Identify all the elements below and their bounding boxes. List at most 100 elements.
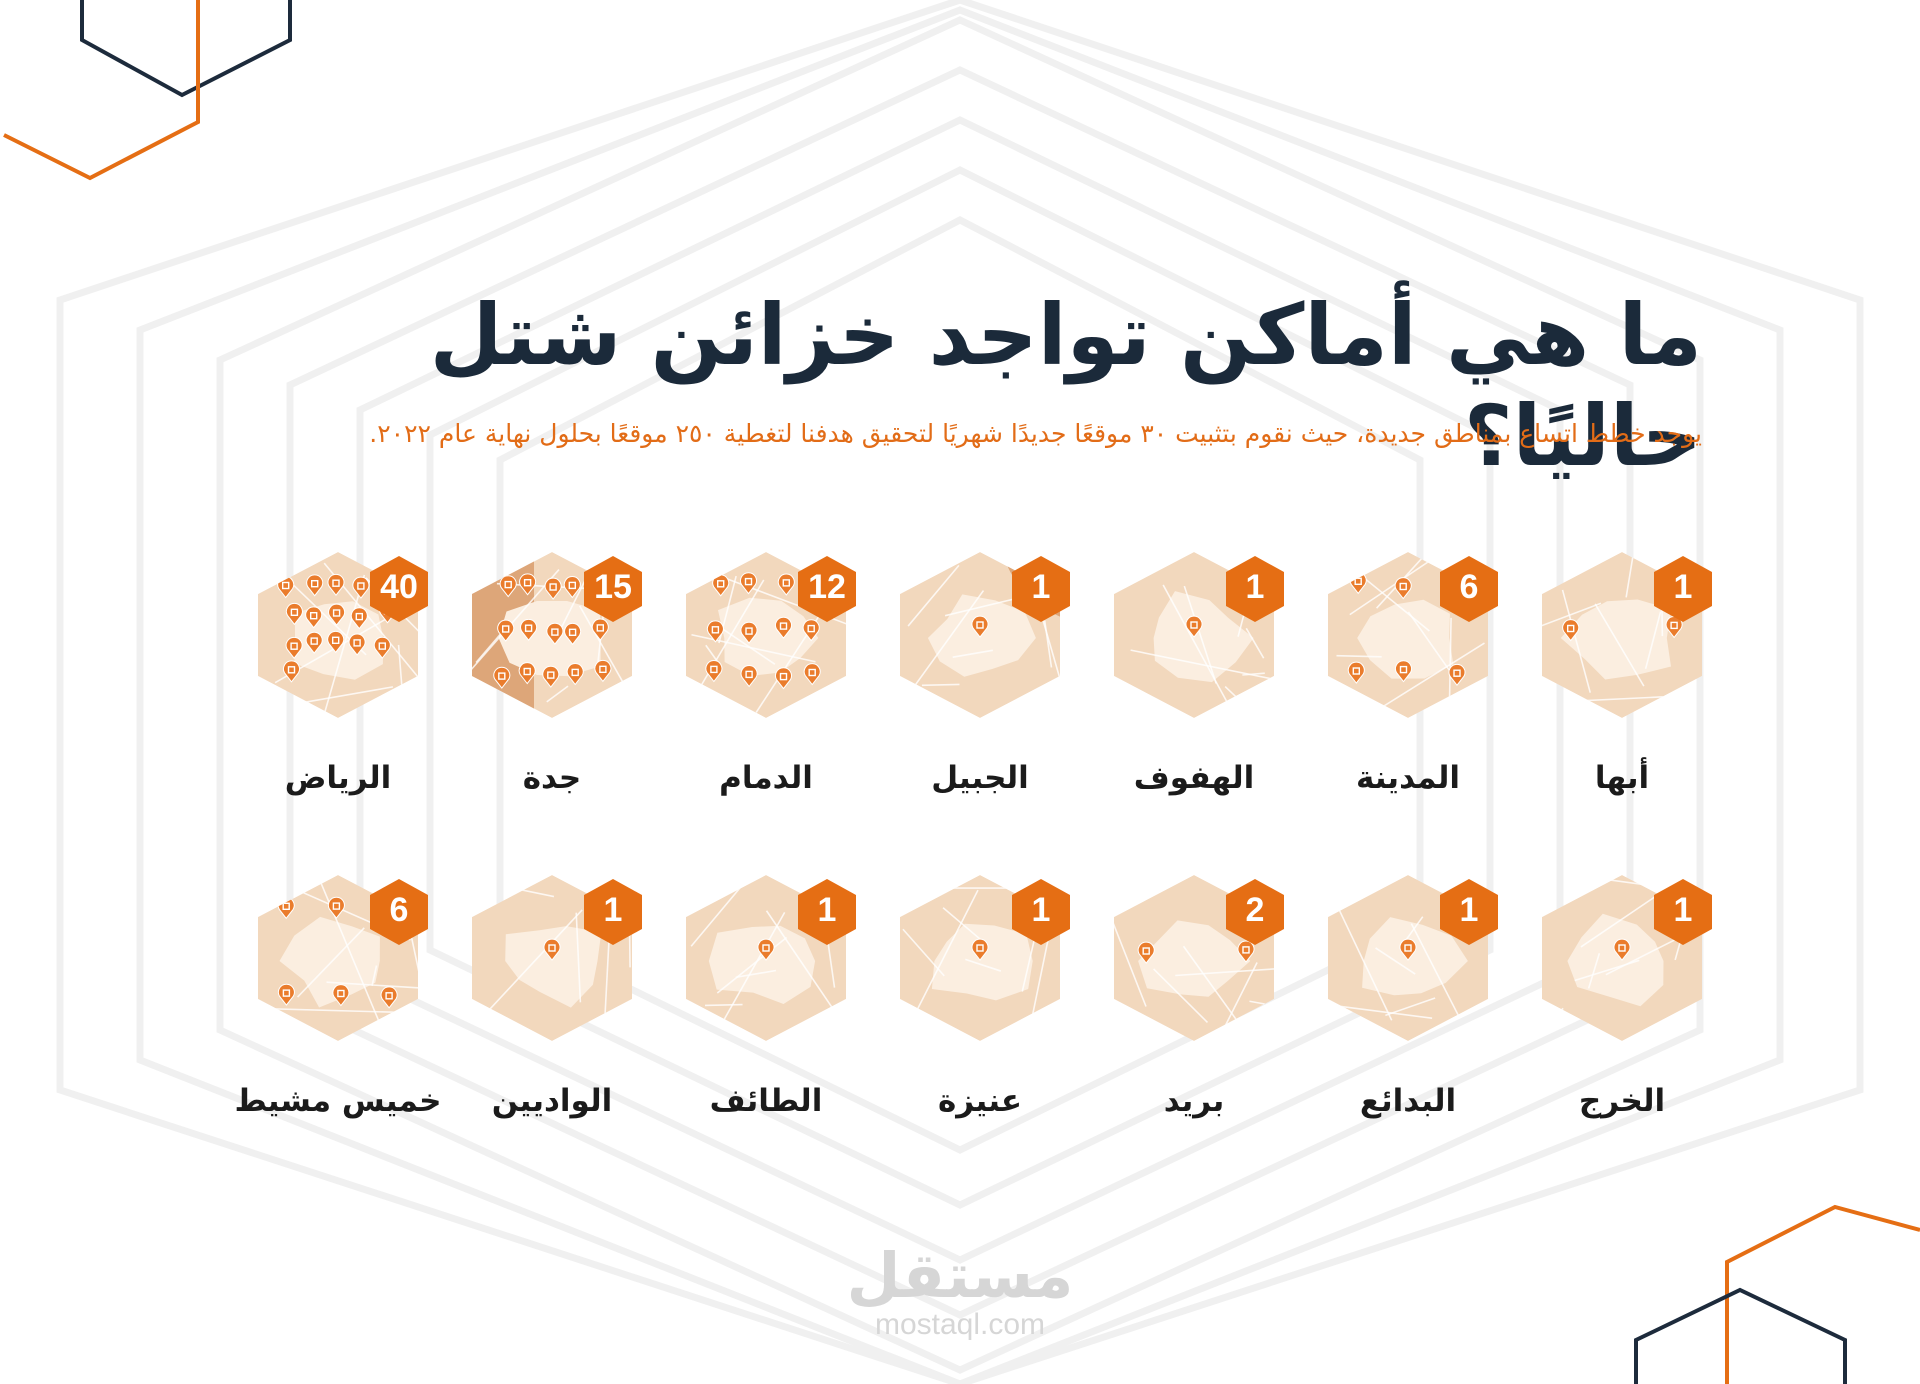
location-pin-icon (493, 666, 511, 689)
location-pin-icon (971, 615, 989, 638)
count-value: 12 (808, 568, 846, 606)
corner-hexagon-top-left (3, 0, 292, 181)
city-name: أبها (1594, 760, 1650, 796)
city-card-riyadh: 40 الرياض (250, 550, 428, 796)
count-badge (1440, 879, 1498, 945)
location-pin-icon (1613, 938, 1631, 961)
watermark-arabic: مستقل (846, 1239, 1074, 1312)
city-name: الجبيل (931, 760, 1029, 796)
location-pin-icon (305, 631, 323, 654)
location-pin-icon (706, 620, 724, 643)
location-pin-icon (327, 573, 345, 597)
city-name: بريد (1163, 1083, 1225, 1119)
count-value: 2 (1245, 891, 1265, 929)
location-pin-icon (518, 662, 536, 685)
location-pin-icon (1448, 663, 1466, 687)
count-value: 1 (1673, 891, 1693, 929)
location-pin-icon (1237, 940, 1255, 963)
location-pin-icon (332, 984, 350, 1007)
count-badge (798, 879, 856, 945)
city-card-khamis-mushait: 6 خميس مشيط (235, 873, 441, 1119)
location-pin-icon (777, 573, 795, 596)
city-card-kharj: 1 الخرج (1534, 873, 1712, 1119)
location-pin-icon (285, 603, 303, 626)
count-value: 1 (1031, 568, 1051, 606)
location-pin-icon (1185, 615, 1203, 638)
city-card-jubail: 1 الجبيل (892, 550, 1070, 796)
location-pin-icon (740, 665, 758, 688)
count-badge (370, 556, 428, 622)
city-name: الخرج (1578, 1083, 1666, 1119)
city-name: الواديين (491, 1083, 613, 1119)
city-name: الطائف (709, 1083, 823, 1119)
location-pin-icon (775, 667, 792, 690)
count-value: 1 (603, 891, 623, 929)
count-value: 1 (1459, 891, 1479, 929)
city-card-jeddah: 15 جدة (464, 550, 642, 796)
count-value: 40 (380, 568, 418, 606)
city-name: المدينة (1355, 760, 1461, 796)
location-pin-icon (1562, 619, 1580, 642)
count-value: 1 (817, 891, 837, 929)
city-name: الدمام (719, 760, 813, 796)
location-pin-icon (1347, 661, 1365, 684)
count-badge (1226, 879, 1284, 945)
count-value: 1 (1673, 568, 1693, 606)
location-pin-icon (802, 619, 820, 642)
location-pin-icon (757, 938, 775, 961)
city-card-madinah: 6 المدينة (1320, 550, 1498, 796)
location-pin-icon (305, 606, 323, 629)
city-name: عنيزة (937, 1083, 1023, 1119)
city-card-taif: 1 الطائف (678, 873, 856, 1119)
location-pin-icon (380, 986, 398, 1009)
count-value: 6 (389, 891, 409, 929)
location-pin-icon (740, 572, 757, 595)
count-badge (584, 556, 642, 622)
city-card-wadiyain: 1 الواديين (464, 873, 642, 1119)
city-card-badaea: 1 البدائع (1320, 873, 1498, 1119)
corner-hexagon-bottom-right (1634, 1204, 1920, 1384)
page-title: ما هي أماكن تواجد خزائن شتل حاليًا؟ (429, 286, 1702, 485)
city-name: الرياض (284, 760, 392, 796)
location-pin-icon (543, 938, 561, 961)
location-pin-icon (563, 576, 581, 599)
location-pin-icon (348, 633, 366, 656)
watermark-latin: mostaql.com (874, 1308, 1046, 1341)
location-pin-icon (542, 665, 560, 688)
location-pin-icon (564, 623, 582, 646)
location-pin-icon (519, 573, 537, 596)
location-pin-icon (803, 663, 821, 686)
location-pin-icon (520, 618, 538, 642)
location-pin-icon (327, 631, 345, 654)
count-value: 15 (594, 568, 632, 606)
count-badge (584, 879, 642, 945)
location-pin-icon (566, 663, 584, 686)
count-badge (1440, 556, 1498, 622)
city-card-unaizah: 1 عنيزة (892, 873, 1070, 1119)
count-value: 1 (1031, 891, 1051, 929)
count-badge (798, 556, 856, 622)
location-pin-icon (1395, 660, 1412, 683)
count-badge (1226, 556, 1284, 622)
city-card-abha: 1 أبها (1534, 550, 1712, 796)
count-badge (1654, 556, 1712, 622)
location-pin-icon (497, 619, 515, 642)
city-card-dammam: 12 الدمام (678, 550, 856, 796)
location-pin-icon (971, 938, 989, 961)
location-pin-icon (373, 636, 391, 659)
cities-grid: 1 أبها 6 المدينة 1 الهفوف 1 الجبيل 12 ال… (220, 550, 1712, 1119)
location-pin-icon (1394, 577, 1412, 600)
location-pin-icon (705, 660, 723, 683)
count-value: 1 (1245, 568, 1265, 606)
page-subtitle: يوجد خطط اتساع بمناطق جديدة، حيث نقوم بت… (369, 419, 1702, 448)
city-map-icon (1542, 875, 1702, 1041)
location-pin-icon (591, 618, 609, 641)
location-pin-icon (328, 603, 346, 626)
location-pin-icon (306, 574, 324, 597)
count-value: 6 (1459, 568, 1479, 606)
location-pin-icon (352, 576, 370, 599)
location-pin-icon (775, 616, 792, 639)
location-pin-icon (285, 636, 303, 660)
location-pin-icon (1137, 941, 1155, 964)
